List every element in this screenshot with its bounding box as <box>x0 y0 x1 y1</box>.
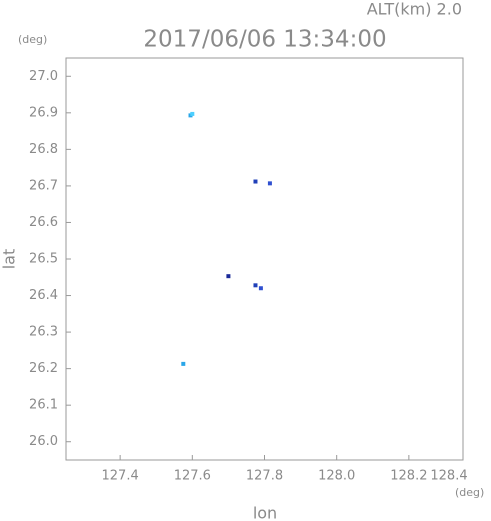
y-tick-label: 26.6 <box>29 215 58 230</box>
y-tick-label: 26.5 <box>29 252 58 267</box>
x-tick-label: 127.8 <box>246 469 283 484</box>
point <box>267 181 272 186</box>
y-tick-label: 26.1 <box>29 398 58 413</box>
point <box>258 286 263 291</box>
y-tick-label: 26.0 <box>29 434 58 449</box>
point <box>181 361 186 366</box>
y-tick-label: 26.3 <box>29 325 58 340</box>
point <box>226 274 231 279</box>
y-unit: (deg) <box>18 33 47 46</box>
point <box>190 111 195 116</box>
y-tick-label: 27.0 <box>29 69 58 84</box>
y-tick-label: 26.7 <box>29 178 58 193</box>
point <box>253 283 258 288</box>
x-axis-label: lon <box>253 504 277 521</box>
y-tick-label: 26.2 <box>29 361 58 376</box>
plot-frame <box>65 57 464 461</box>
point <box>253 179 258 184</box>
y-axis-label: lat <box>0 249 19 270</box>
x-unit: (deg) <box>455 486 484 499</box>
x-tick-label: 128.0 <box>318 469 355 484</box>
y-tick-label: 26.9 <box>29 105 58 120</box>
x-tick-label: 127.4 <box>102 469 139 484</box>
y-tick-label: 26.4 <box>29 288 58 303</box>
y-tick-label: 26.8 <box>29 142 58 157</box>
chart-subtitle: ALT(km) 2.0 <box>367 0 462 19</box>
chart-title: 2017/06/06 13:34:00 <box>143 27 386 53</box>
x-tick-label: 128.2 <box>390 469 427 484</box>
x-tick-label: 127.6 <box>174 469 211 484</box>
x-tick-label: 128.4 <box>430 469 467 484</box>
